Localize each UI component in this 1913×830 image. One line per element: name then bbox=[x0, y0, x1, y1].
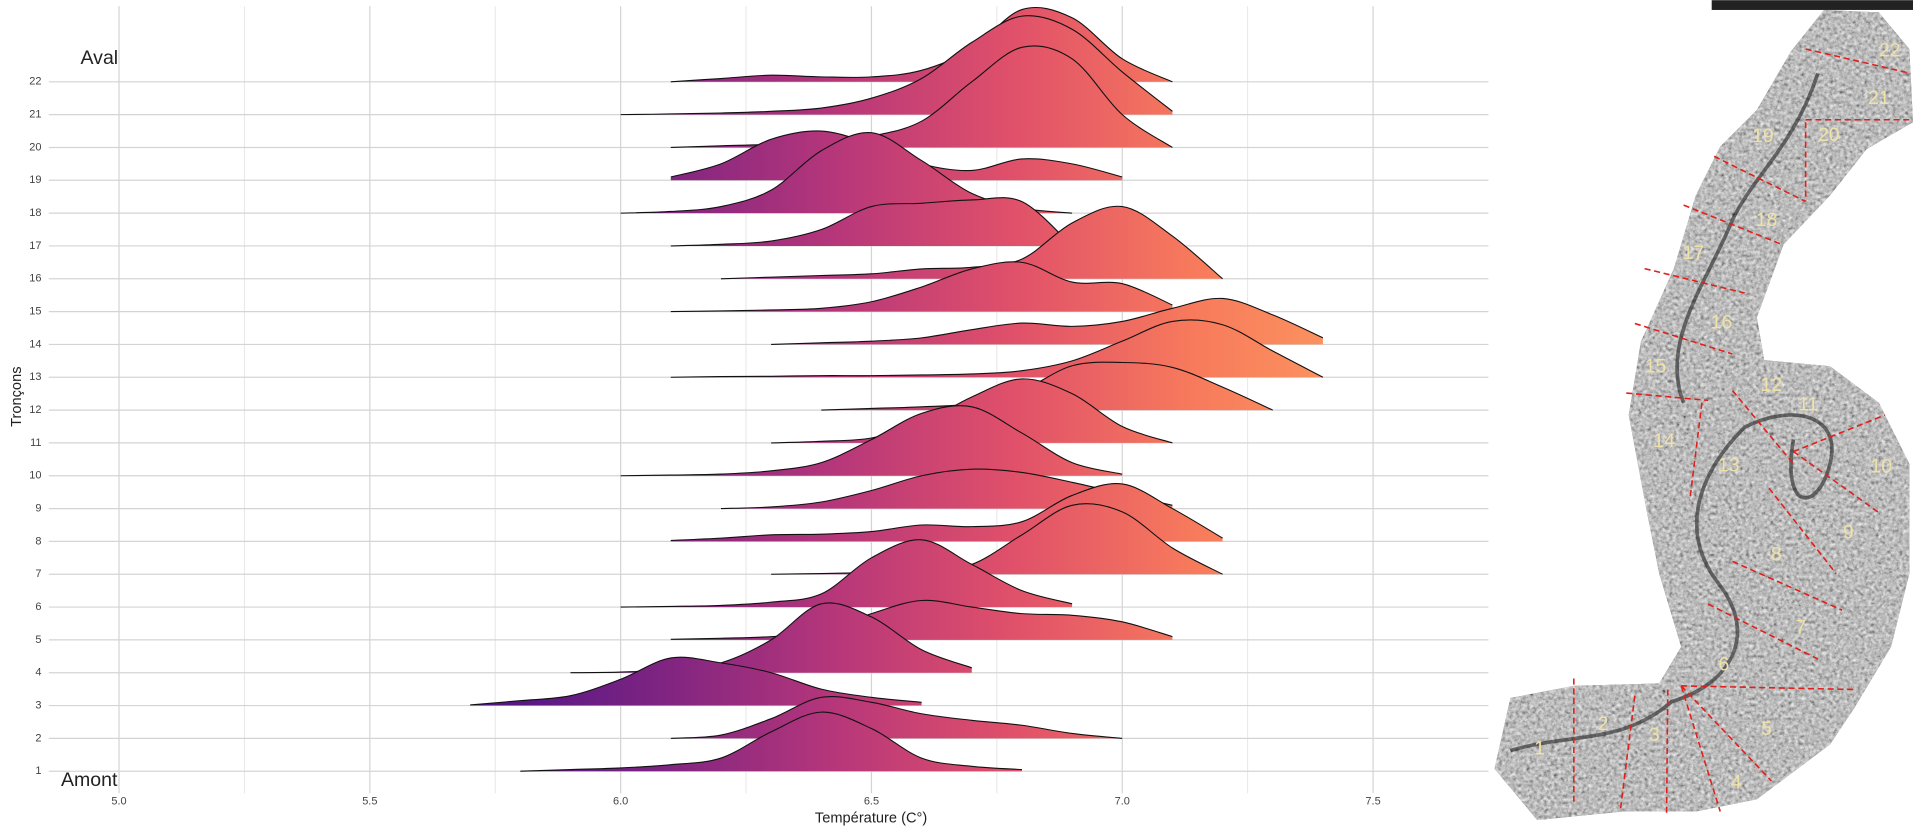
map-label: 12 bbox=[1761, 374, 1783, 396]
ridge-area bbox=[670, 45, 1173, 148]
y-tick-label: 22 bbox=[29, 76, 41, 88]
y-tick-label: 14 bbox=[29, 338, 41, 350]
ridge-area bbox=[520, 712, 1022, 772]
map-label: 1 bbox=[1534, 737, 1545, 759]
river bbox=[1509, 72, 1834, 753]
y-axis-title: Tronçons bbox=[9, 366, 25, 426]
ridge-area bbox=[570, 602, 972, 673]
x-tick-label: 5.0 bbox=[111, 796, 126, 808]
ridge-outline bbox=[670, 319, 1324, 378]
ridge-area bbox=[670, 197, 1073, 246]
map-label: 10 bbox=[1870, 456, 1892, 478]
map-label: 6 bbox=[1718, 653, 1729, 675]
map-label: 3 bbox=[1649, 724, 1660, 746]
map-label: 5 bbox=[1761, 718, 1772, 740]
y-tick-label: 6 bbox=[35, 601, 41, 613]
map-label: 22 bbox=[1879, 40, 1901, 62]
map-label: 17 bbox=[1683, 242, 1705, 264]
ridge-area bbox=[620, 132, 1073, 214]
y-tick-label: 9 bbox=[35, 502, 41, 514]
ridge-outline bbox=[670, 6, 1173, 83]
y-tick-label: 11 bbox=[30, 437, 41, 449]
y-tick-label: 13 bbox=[29, 371, 41, 383]
map-label: 15 bbox=[1645, 356, 1667, 378]
y-tick-label: 3 bbox=[35, 699, 41, 711]
ridge-outline bbox=[620, 405, 1123, 477]
ridge-area bbox=[620, 539, 1073, 608]
annotation-top: Aval bbox=[81, 47, 119, 69]
ridge-outline bbox=[670, 696, 1123, 739]
x-tick-label: 7.0 bbox=[1115, 796, 1130, 808]
y-tick-label: 4 bbox=[35, 667, 41, 679]
ridge-outline bbox=[720, 205, 1223, 280]
map-label: 11 bbox=[1798, 393, 1818, 415]
map-label: 19 bbox=[1752, 125, 1774, 147]
map-label: 14 bbox=[1653, 430, 1675, 452]
ridge-outline bbox=[670, 261, 1173, 313]
map-label: 21 bbox=[1868, 87, 1890, 109]
ridge-area bbox=[771, 503, 1223, 575]
map-label: 16 bbox=[1711, 312, 1733, 334]
x-tick-label: 6.0 bbox=[613, 796, 628, 808]
y-tick-label: 5 bbox=[35, 634, 41, 646]
ridge-area bbox=[670, 319, 1323, 378]
annotation-bottom: Amont bbox=[61, 769, 118, 791]
map-label: 2 bbox=[1598, 713, 1609, 735]
map-bar bbox=[1711, 0, 1913, 10]
ridge-outline bbox=[821, 361, 1273, 411]
map-label: 18 bbox=[1756, 209, 1778, 231]
ridge-outline bbox=[670, 483, 1223, 541]
y-tick-label: 10 bbox=[29, 470, 41, 482]
ridge-area bbox=[670, 261, 1173, 312]
x-tick-label: 5.5 bbox=[362, 796, 377, 808]
ridge-outline bbox=[620, 539, 1073, 608]
section-lines bbox=[1573, 48, 1911, 816]
y-tick-label: 19 bbox=[29, 174, 41, 186]
ridge-outline bbox=[670, 599, 1173, 640]
ridge-area bbox=[670, 600, 1173, 640]
y-tick-label: 7 bbox=[35, 568, 41, 580]
y-tick-label: 16 bbox=[29, 273, 41, 285]
ridge-area bbox=[620, 405, 1123, 476]
y-tick-label: 15 bbox=[29, 306, 41, 318]
x-tick-label: 7.5 bbox=[1365, 796, 1380, 808]
map-label: 9 bbox=[1843, 521, 1854, 543]
map-label: 8 bbox=[1771, 543, 1782, 565]
x-axis-title: Température (C°) bbox=[815, 811, 927, 827]
ridge-outline bbox=[620, 15, 1173, 116]
map-label: 7 bbox=[1795, 617, 1806, 639]
ridge-outline bbox=[771, 378, 1173, 444]
y-tick-label: 18 bbox=[29, 207, 41, 219]
y-tick-label: 21 bbox=[29, 109, 41, 121]
y-tick-label: 2 bbox=[35, 732, 41, 744]
ridge-area bbox=[720, 206, 1223, 279]
y-tick-label: 8 bbox=[35, 535, 41, 547]
ridge-outline bbox=[520, 711, 1022, 772]
map-label: 4 bbox=[1731, 772, 1742, 794]
ridge-area bbox=[470, 657, 922, 706]
ridge-outline bbox=[470, 656, 922, 706]
x-tick-label: 6.5 bbox=[864, 796, 879, 808]
y-tick-label: 12 bbox=[29, 404, 41, 416]
ridge-outline bbox=[771, 297, 1324, 345]
ridge-outline bbox=[670, 197, 1073, 247]
map-label: 13 bbox=[1718, 454, 1740, 476]
y-tick-label: 1 bbox=[35, 765, 41, 777]
y-tick-label: 20 bbox=[29, 141, 41, 153]
ridge-outline bbox=[771, 503, 1223, 575]
plot-area: 5.0 5.5 6.0 6.5 7.0 7.51234567891011121314151… bbox=[29, 6, 1489, 808]
map-label: 20 bbox=[1818, 124, 1840, 146]
y-tick-label: 17 bbox=[29, 240, 41, 252]
ridge-area bbox=[720, 469, 1173, 509]
